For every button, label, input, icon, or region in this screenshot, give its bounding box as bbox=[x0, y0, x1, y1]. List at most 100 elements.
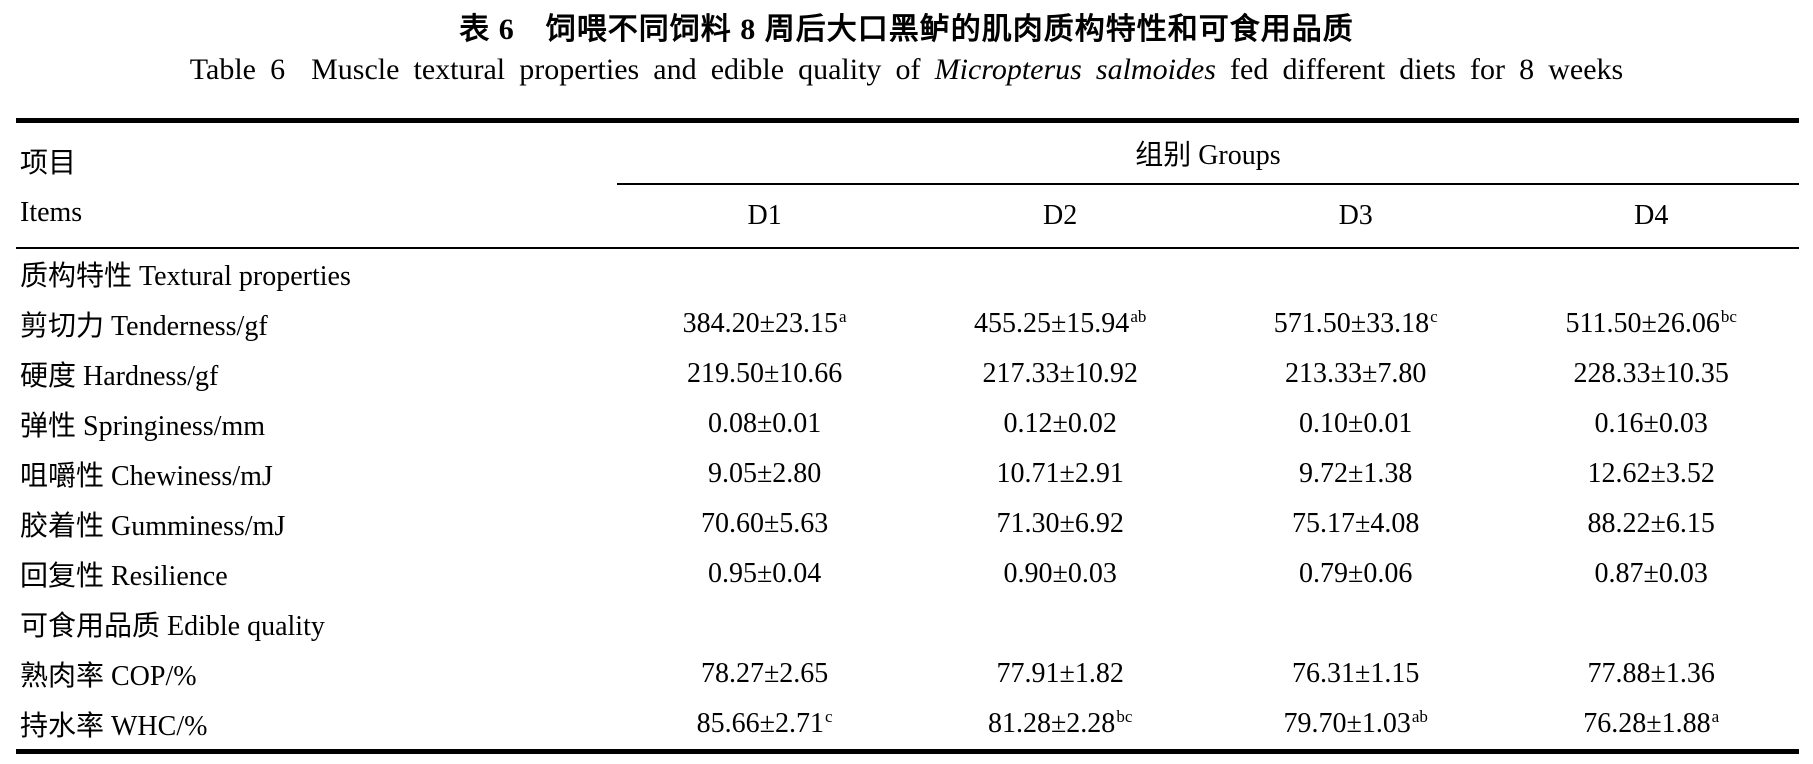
value-cell: 88.22±6.15 bbox=[1503, 499, 1799, 549]
column-header-d3: D3 bbox=[1207, 184, 1504, 249]
value-cell: 10.71±2.91 bbox=[912, 449, 1208, 499]
value-cell: 12.62±3.52 bbox=[1503, 449, 1799, 499]
significance-superscript: bc bbox=[1720, 306, 1737, 326]
section-label: 质构特性 Textural properties bbox=[20, 261, 351, 292]
value-text: 0.12±0.02 bbox=[1003, 408, 1117, 439]
section-row: 可食用品质 Edible quality bbox=[16, 599, 1799, 649]
value-text: 76.31±1.15 bbox=[1292, 658, 1420, 689]
value-text: 0.08±0.01 bbox=[707, 408, 822, 439]
data-row: 硬度 Hardness/gf 219.50±10.66 217.33±10.92 21… bbox=[16, 349, 1799, 399]
value-text: 76.28±1.88 bbox=[1583, 708, 1711, 739]
table-title-en: Table 6 Muscle textural properties and ed… bbox=[0, 52, 1813, 88]
value-cell: 0.79±0.06 bbox=[1208, 549, 1504, 599]
row-label: 咀嚼性 Chewiness/mJ bbox=[20, 461, 273, 492]
value-text: 79.70±1.03 bbox=[1283, 708, 1411, 739]
value-cell: 213.33±7.80 bbox=[1208, 349, 1504, 399]
value-text: 384.20±23.15 bbox=[682, 308, 839, 339]
value-text: 71.30±6.92 bbox=[996, 508, 1124, 539]
value-text: 0.16±0.03 bbox=[1594, 408, 1708, 439]
value-text: 81.28±2.28 bbox=[987, 708, 1116, 739]
value-text: 9.72±1.38 bbox=[1299, 458, 1413, 489]
column-header-d2: D2 bbox=[912, 184, 1208, 249]
value-text: 0.90±0.03 bbox=[1003, 558, 1117, 589]
row-label: 弹性 Springiness/mm bbox=[20, 411, 266, 442]
value-cell: 0.08±0.01 bbox=[617, 399, 913, 449]
value-cell: 9.05±2.80 bbox=[617, 449, 913, 499]
value-cell: 0.87±0.03 bbox=[1503, 549, 1799, 599]
table-body: 质构特性 Textural properties 剪切力 Tenderness/g… bbox=[16, 248, 1799, 752]
column-header-d1: D1 bbox=[616, 184, 913, 249]
value-cell: 79.70±1.03ab bbox=[1208, 699, 1504, 752]
value-cell: 9.72±1.38 bbox=[1208, 449, 1504, 499]
row-label: 硬度 Hardness/gf bbox=[20, 361, 219, 392]
value-text: 10.71±2.91 bbox=[996, 458, 1124, 489]
significance-superscript: a bbox=[839, 306, 847, 326]
value-cell: 77.91±1.82 bbox=[912, 649, 1208, 699]
value-text: 70.60±5.63 bbox=[700, 508, 829, 539]
value-cell: 455.25±15.94ab bbox=[912, 299, 1208, 349]
header-row-columns: D1 D2 D3 D4 bbox=[16, 184, 1799, 249]
value-text: 511.50±26.06 bbox=[1565, 308, 1720, 339]
value-cell: 0.10±0.01 bbox=[1208, 399, 1504, 449]
data-row: 弹性 Springiness/mm 0.08±0.01 0.12±0.02 0.10±… bbox=[16, 399, 1799, 449]
items-header-cn: 项目 bbox=[20, 148, 77, 179]
value-text: 12.62±3.52 bbox=[1587, 458, 1715, 489]
value-cell: 76.31±1.15 bbox=[1208, 649, 1504, 699]
value-cell bbox=[1503, 248, 1799, 299]
value-text: 85.66±2.71 bbox=[696, 708, 825, 739]
value-cell: 571.50±33.18c bbox=[1208, 299, 1504, 349]
data-row: 胶着性 Gumminess/mJ 70.60±5.63 71.30±6.92 75.1… bbox=[16, 499, 1799, 549]
value-text: 455.25±15.94 bbox=[973, 308, 1130, 339]
groups-header-cell: 组别 Groups bbox=[616, 120, 1799, 185]
value-cell: 0.95±0.04 bbox=[617, 549, 913, 599]
items-header-en: Items bbox=[20, 197, 83, 228]
column-header-d4: D4 bbox=[1503, 184, 1799, 249]
value-text: 213.33±7.80 bbox=[1285, 358, 1427, 389]
value-cell: 75.17±4.08 bbox=[1208, 499, 1504, 549]
value-cell bbox=[1208, 599, 1504, 649]
significance-superscript: ab bbox=[1411, 706, 1428, 726]
data-row: 咀嚼性 Chewiness/mJ 9.05±2.80 10.71±2.91 9.72±… bbox=[16, 449, 1799, 499]
value-text: 228.33±10.35 bbox=[1573, 358, 1729, 389]
data-row: 持水率 WHC/% 85.66±2.71c 81.28±2.28bc 79.70±1.… bbox=[16, 699, 1799, 752]
value-cell: 219.50±10.66 bbox=[617, 349, 913, 399]
row-label: 剪切力 Tenderness/gf bbox=[20, 311, 268, 342]
significance-superscript: c bbox=[1430, 306, 1438, 326]
value-cell: 77.88±1.36 bbox=[1503, 649, 1799, 699]
value-cell: 0.90±0.03 bbox=[912, 549, 1208, 599]
value-text: 217.33±10.92 bbox=[982, 358, 1138, 389]
title-en-after-italic: fed different diets for 8 weeks bbox=[1215, 53, 1624, 86]
value-cell: 228.33±10.35 bbox=[1503, 349, 1799, 399]
section-row: 质构特性 Textural properties bbox=[16, 248, 1799, 299]
value-cell: 71.30±6.92 bbox=[912, 499, 1208, 549]
value-cell: 76.28±1.88a bbox=[1503, 699, 1799, 752]
value-text: 219.50±10.66 bbox=[686, 358, 843, 389]
value-cell: 78.27±2.65 bbox=[617, 649, 913, 699]
value-cell bbox=[1503, 599, 1799, 649]
value-cell bbox=[912, 599, 1208, 649]
value-cell bbox=[617, 599, 913, 649]
title-en-before-italic: Muscle textural properties and edible qu… bbox=[311, 53, 935, 86]
value-text: 0.87±0.03 bbox=[1594, 558, 1708, 589]
significance-superscript: ab bbox=[1130, 306, 1147, 326]
significance-superscript: c bbox=[825, 706, 833, 726]
section-label: 可食用品质 Edible quality bbox=[20, 611, 325, 642]
value-text: 571.50±33.18 bbox=[1273, 308, 1430, 339]
value-text: 88.22±6.15 bbox=[1587, 508, 1715, 539]
value-cell: 0.16±0.03 bbox=[1503, 399, 1799, 449]
value-text: 77.88±1.36 bbox=[1587, 658, 1715, 689]
items-header-cell: 项目 Items bbox=[16, 120, 617, 249]
value-text: 77.91±1.82 bbox=[996, 658, 1124, 689]
row-label: 回复性 Resilience bbox=[20, 561, 228, 592]
value-cell bbox=[912, 248, 1208, 299]
significance-superscript: bc bbox=[1116, 706, 1133, 726]
header-row-groups: 项目 Items 组别 Groups bbox=[16, 120, 1799, 249]
value-text: 9.05±2.80 bbox=[707, 458, 822, 489]
table-title-cn: 表 6 饲喂不同饲料 8 周后大口黑鲈的肌肉质构特性和可食用品质 bbox=[459, 13, 1354, 46]
value-text: 0.79±0.06 bbox=[1299, 558, 1413, 589]
table-number-label: Table 6 bbox=[189, 53, 286, 86]
data-row: 回复性 Resilience 0.95±0.04 0.90±0.03 0.79±0.0… bbox=[16, 549, 1799, 599]
value-cell: 511.50±26.06bc bbox=[1503, 299, 1799, 349]
value-cell: 81.28±2.28bc bbox=[912, 699, 1208, 752]
